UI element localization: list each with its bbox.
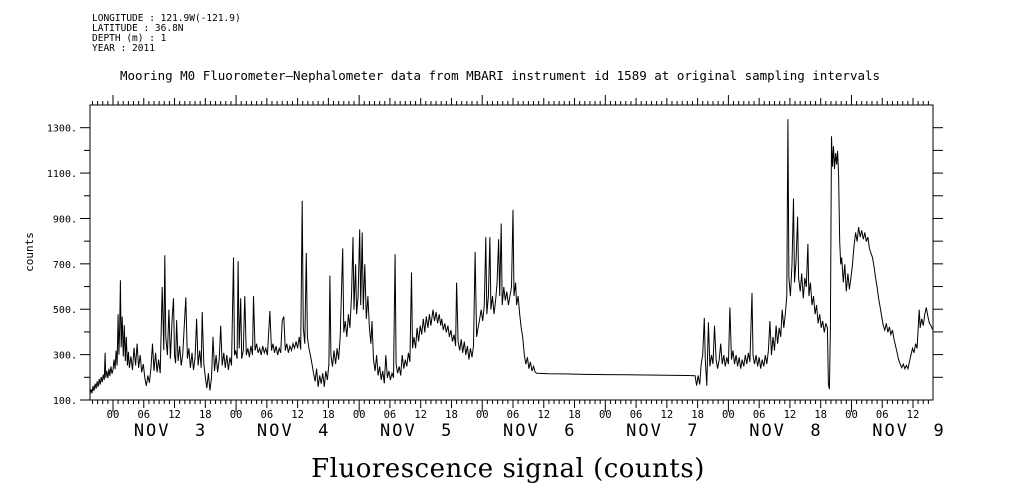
y-axis-label: counts — [23, 232, 36, 272]
hour-tick-label: 12 — [168, 409, 181, 421]
hour-tick-label: 00 — [476, 409, 489, 421]
hour-tick-label: 06 — [753, 409, 766, 421]
hour-tick-label: 00 — [230, 409, 243, 421]
day-label: NOV 6 — [503, 421, 576, 441]
day-label: NOV 8 — [749, 421, 822, 441]
hour-tick-label: 00 — [599, 409, 612, 421]
hour-tick-label: 06 — [630, 409, 643, 421]
hour-tick-label: 12 — [537, 409, 550, 421]
x-axis-title: Fluorescence signal (counts) — [311, 454, 705, 484]
hour-tick-label: 06 — [261, 409, 274, 421]
hour-tick-label: 00 — [722, 409, 735, 421]
plot-title: Mooring M0 Fluorometer–Nephalometer data… — [120, 68, 880, 83]
hour-tick-label: 12 — [784, 409, 797, 421]
hour-tick-label: 00 — [107, 409, 120, 421]
y-tick-label: 300. — [53, 351, 77, 362]
hour-tick-label: 06 — [507, 409, 520, 421]
y-tick-label: 100. — [53, 396, 77, 407]
hour-tick-label: 18 — [814, 409, 827, 421]
hour-tick-label: 18 — [199, 409, 212, 421]
hour-tick-label: 12 — [414, 409, 427, 421]
metadata-block: LONGITUDE : 121.9W(-121.9) LATITUDE : 36… — [92, 13, 241, 54]
hour-tick-label: 00 — [353, 409, 366, 421]
metadata-latitude: LATITUDE : 36.8N — [92, 23, 184, 34]
y-tick-label: 500. — [53, 305, 77, 316]
plot-frame — [89, 104, 934, 401]
day-label: NOV 9 — [872, 421, 945, 441]
axis-tick-labels: 100. 300. 500. 700. 900. 1100. 1300. 00 06 12 18 00… — [47, 124, 945, 441]
y-tick-label: 900. — [53, 214, 77, 225]
day-label: NOV 5 — [380, 421, 453, 441]
data-series — [89, 119, 933, 396]
day-label: NOV 7 — [626, 421, 699, 441]
y-tick-label: 1300. — [47, 124, 77, 135]
metadata-year: YEAR : 2011 — [92, 43, 155, 54]
fluorescence-line — [89, 119, 933, 396]
hour-tick-label: 18 — [568, 409, 581, 421]
hour-tick-label: 12 — [907, 409, 920, 421]
hour-tick-label: 12 — [661, 409, 674, 421]
hour-tick-label: 06 — [137, 409, 150, 421]
hour-tick-label: 18 — [322, 409, 335, 421]
hour-tick-label: 18 — [691, 409, 704, 421]
day-label: NOV 4 — [257, 421, 330, 441]
y-tick-label: 1100. — [47, 169, 77, 180]
hour-tick-label: 18 — [445, 409, 458, 421]
metadata-longitude: LONGITUDE : 121.9W(-121.9) — [92, 13, 241, 24]
axes — [80, 95, 943, 412]
hour-tick-label: 06 — [876, 409, 889, 421]
hour-tick-label: 06 — [384, 409, 397, 421]
metadata-depth: DEPTH (m) : 1 — [92, 33, 167, 44]
hour-tick-label: 12 — [291, 409, 304, 421]
day-label: NOV 3 — [134, 421, 207, 441]
hour-tick-label: 00 — [845, 409, 858, 421]
y-tick-label: 700. — [53, 260, 77, 271]
